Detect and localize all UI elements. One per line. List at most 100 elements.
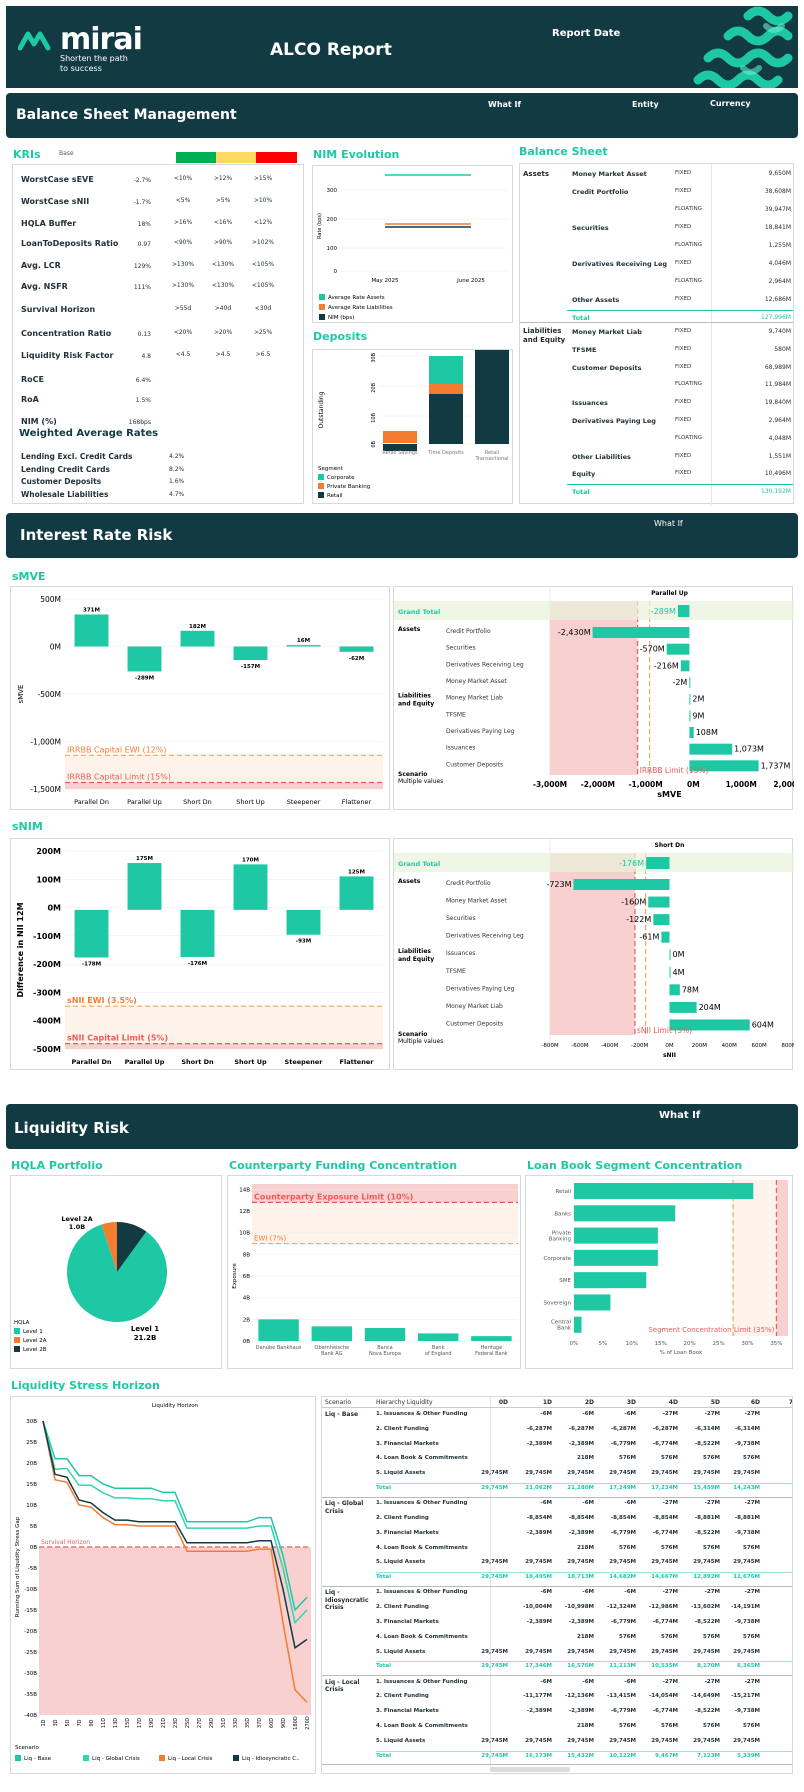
nim-ytick: 300: [327, 188, 338, 194]
table-scenario-name: Liq - Global Crisis: [325, 1500, 364, 1515]
table-cell: -27M: [662, 1678, 678, 1685]
detail-bar-label: -160M: [621, 898, 646, 907]
table-cell: -11,177M: [523, 1693, 552, 1700]
bs-value: 580M: [774, 345, 791, 353]
hqla-slice: [101, 1222, 117, 1272]
lsh-ytick: 15B: [26, 1482, 37, 1488]
entity-filter[interactable]: Entity: [632, 100, 659, 109]
lsh-xtick: 37D: [257, 1718, 263, 1728]
horizontal-scrollbar[interactable]: [490, 1767, 570, 1772]
kri-value: 129%: [133, 263, 151, 270]
war-name: Wholesale Liabilities: [21, 489, 109, 499]
lr-what-if[interactable]: What If: [659, 1110, 701, 1121]
table-cell: -27M: [704, 1411, 720, 1417]
irr-band: Interest Rate Risk What If: [6, 513, 798, 558]
kri-threshold-green: <20%: [173, 329, 193, 336]
table-cell: -6,287M: [568, 1425, 594, 1432]
table-cell: 576M: [743, 1723, 760, 1729]
vbar-data-label: -289M: [135, 675, 154, 681]
table-cell: -8,854M: [610, 1515, 636, 1521]
table-cell: 29,745M: [733, 1737, 760, 1744]
lbsc-limit-band: [776, 1180, 788, 1336]
kri-name: Concentration Ratio: [21, 329, 112, 338]
what-if-filter[interactable]: What If: [488, 100, 521, 109]
war-value: 8.2%: [169, 465, 185, 473]
table-cell: -10,004M: [523, 1604, 552, 1611]
table-cell: -6,779M: [610, 1708, 636, 1715]
bs-item: Derivatives Receiving Leg: [572, 260, 668, 268]
lsh-xtick: 31D: [221, 1718, 227, 1728]
vbar-xtick: Short Dn: [183, 798, 212, 806]
table-cell: 29,745M: [481, 1648, 508, 1655]
table-header-scenario: Scenario: [325, 1399, 352, 1406]
ewi-band: [65, 755, 383, 783]
bs-value: 4,048M: [768, 434, 791, 442]
grand-total-value: -289M: [651, 607, 676, 616]
table-cell: 29,745M: [733, 1470, 760, 1477]
lbsc-ytick: Private: [552, 1231, 572, 1237]
kri-threshold-red: <105%: [251, 282, 275, 289]
nim-legend-label: NIM (bps): [328, 315, 354, 321]
lsh-ytick: 10B: [26, 1503, 37, 1509]
detail-scenario-value[interactable]: Multiple values: [398, 778, 443, 785]
detail-xtick: 0M: [687, 780, 700, 789]
nim-chart: Rate (bps) 300 200 100 0 May 2025 June 2025 Ave…: [312, 165, 513, 323]
bs-value: 18,841M: [764, 224, 791, 231]
kri-threshold-yellow: >40d: [214, 305, 232, 312]
detail-xtick: -3,000M: [533, 780, 567, 789]
kri-value: 168bps: [128, 419, 151, 426]
kri-threshold-green: >55d: [174, 305, 192, 312]
kri-value: -1.7%: [133, 199, 151, 206]
report-date-label[interactable]: Report Date: [552, 28, 621, 39]
smve-detail-chart: Parallel Up Grand Total -289M Credit Portfo…: [393, 586, 804, 810]
table-cell: -10,998M: [565, 1604, 594, 1611]
kri-name: NIM (%): [21, 417, 57, 426]
detail-row-label: Money Market Liab: [446, 1003, 503, 1010]
table-row-label: 5. Liquid Assets: [376, 1648, 426, 1655]
kri-value: 1.5%: [135, 397, 151, 404]
table-cell: 29,745M: [481, 1663, 508, 1670]
cfc-ytick: 0B: [243, 1339, 250, 1345]
detail-bar: [573, 879, 670, 890]
detail-bar: [669, 1019, 750, 1031]
table-cell: 6,365M: [737, 1663, 760, 1670]
table-total-line: [376, 1661, 792, 1663]
detail-row-label: Issuances: [446, 745, 475, 752]
bs-value: 12,686M: [764, 296, 791, 303]
hqla-slice: [67, 1224, 167, 1322]
kris-base-label: Base: [59, 150, 74, 157]
lbsc-ytick: Bank: [557, 1326, 572, 1332]
lsh-ytick: -25B: [24, 1650, 37, 1656]
cfc-ytick: 10B: [239, 1231, 250, 1237]
lsh-title: Liquidity Stress Horizon: [11, 1379, 160, 1392]
detail-row-label: Money Market Asset: [446, 678, 507, 685]
currency-filter[interactable]: Currency: [710, 99, 751, 108]
detail-bar-label: 204M: [699, 1003, 721, 1012]
lsh-xtick: 25D: [185, 1718, 191, 1728]
vbar-data-label: 175M: [136, 856, 153, 862]
lsh-legend-label: Liq - Idiosyncratic C..: [242, 1756, 300, 1762]
table-cell: 218M: [577, 1723, 594, 1729]
lsh-series-line: [42, 1420, 308, 1625]
detail-row-label: Money Market Liab: [446, 695, 503, 702]
table-cell: 15,459M: [693, 1485, 720, 1491]
irr-what-if[interactable]: What If: [654, 519, 683, 528]
table-cell: 576M: [703, 1544, 720, 1551]
lsh-legend-swatch: [83, 1755, 89, 1761]
table-row-label: Total: [376, 1663, 392, 1670]
detail-scenario-value[interactable]: Multiple values: [398, 1038, 443, 1045]
hqla-legend-swatch: [14, 1328, 20, 1334]
vbar-data-label: -157M: [241, 664, 260, 670]
lbsc-bar: [574, 1227, 658, 1244]
table-col-header: 1D: [542, 1399, 552, 1406]
bs-type: FIXED: [675, 452, 692, 459]
bs-item: Money Market Asset: [572, 170, 647, 178]
lsh-ytick: -40B: [24, 1713, 37, 1719]
detail-bar-label: -122M: [626, 915, 651, 924]
table-cell: -27M: [744, 1678, 760, 1685]
vbar-bar: [127, 646, 162, 672]
detail-liab-label: and Equity: [398, 701, 434, 708]
detail-scenario-label: Scenario: [398, 1031, 427, 1038]
table-cell: 576M: [619, 1455, 636, 1462]
threshold-yellow: [216, 152, 256, 163]
